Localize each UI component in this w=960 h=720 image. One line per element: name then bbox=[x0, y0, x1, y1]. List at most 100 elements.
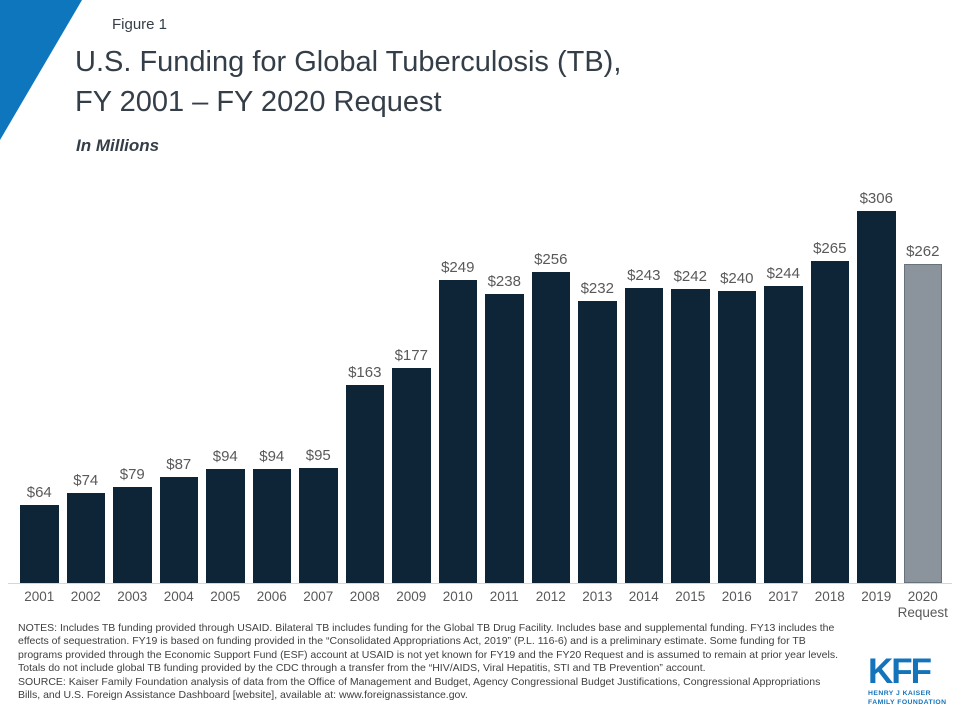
chart-title: U.S. Funding for Global Tuberculosis (TB… bbox=[75, 42, 621, 122]
x-axis-label: 2010 bbox=[442, 589, 473, 604]
bar-value-label: $95 bbox=[305, 447, 331, 464]
bar bbox=[485, 294, 524, 583]
kff-logo-mark: KFF bbox=[868, 652, 932, 691]
bar bbox=[764, 286, 803, 583]
bar-value-label: $94 bbox=[259, 448, 285, 465]
bar-column-2017: $244 2017 bbox=[764, 265, 803, 604]
bar-value-label: $242 bbox=[673, 268, 707, 285]
x-axis-label: 2008 bbox=[349, 589, 380, 604]
bar bbox=[206, 469, 245, 583]
bar-column-2013: $232 2013 bbox=[578, 280, 617, 604]
bar-column-2010: $249 2010 bbox=[438, 259, 477, 604]
bar-column-2009: $177 2009 bbox=[392, 347, 431, 604]
kff-corner-accent-triangle bbox=[0, 0, 82, 140]
bar-column-2019: $306 2019 bbox=[857, 190, 896, 604]
bar bbox=[345, 385, 384, 583]
bar-column-2018: $265 2018 bbox=[810, 240, 849, 604]
bar-value-label: $163 bbox=[348, 364, 382, 381]
bar-chart: $64 2001 $74 2002 $79 2003 $87 2004 $94 2005 $94 20… bbox=[20, 180, 948, 620]
bar-value-label: $177 bbox=[394, 347, 428, 364]
bar-column-2012: $256 2012 bbox=[531, 251, 570, 604]
kff-logo: KFF HENRY J KAISER FAMILY FOUNDATION bbox=[868, 652, 946, 707]
x-axis-label: 2017 bbox=[768, 589, 799, 604]
bar bbox=[810, 261, 849, 583]
bar-column-2011: $238 2011 bbox=[485, 273, 524, 604]
kff-tagline-line2: FAMILY FOUNDATION bbox=[868, 698, 947, 706]
x-axis-label: 2001 bbox=[24, 589, 55, 604]
bar bbox=[20, 505, 59, 583]
bar-column-2016: $240 2016 bbox=[717, 270, 756, 604]
bar-column-2004: $87 2004 bbox=[159, 456, 198, 604]
bar bbox=[624, 288, 663, 583]
x-axis-label: 2007 bbox=[303, 589, 334, 604]
bar bbox=[113, 487, 152, 583]
bar-value-label: $244 bbox=[766, 265, 800, 282]
x-axis-label: 2012 bbox=[535, 589, 566, 604]
bar-value-label: $64 bbox=[26, 484, 52, 501]
bar-value-label: $94 bbox=[212, 448, 238, 465]
bar-value-label: $243 bbox=[627, 267, 661, 284]
x-axis-label: 2004 bbox=[163, 589, 194, 604]
x-axis-label: 2014 bbox=[628, 589, 659, 604]
x-axis-label: 2009 bbox=[396, 589, 427, 604]
chart-title-line1: U.S. Funding for Global Tuberculosis (TB… bbox=[75, 46, 622, 78]
chart-title-line2: FY 2001 – FY 2020 Request bbox=[75, 86, 442, 118]
bar-value-label: $262 bbox=[906, 243, 940, 260]
bar-value-label: $232 bbox=[580, 280, 614, 297]
x-axis-label: 2006 bbox=[256, 589, 287, 604]
bar bbox=[578, 301, 617, 583]
bar bbox=[531, 272, 570, 583]
notes-line: Totals do not include global TB funding … bbox=[18, 662, 706, 675]
bar-column-2015: $242 2015 bbox=[671, 268, 710, 604]
source-line: SOURCE: Kaiser Family Foundation analysi… bbox=[18, 675, 821, 688]
kff-tagline-line1: HENRY J KAISER bbox=[868, 690, 931, 697]
notes-and-source-block: NOTES: Includes TB funding provided thro… bbox=[18, 622, 874, 702]
bar bbox=[252, 469, 291, 583]
bar-column-2002: $74 2002 bbox=[66, 472, 105, 604]
bar bbox=[66, 493, 105, 583]
bar-value-label: $238 bbox=[487, 273, 521, 290]
kff-logo-tagline: HENRY J KAISER FAMILY FOUNDATION bbox=[868, 690, 946, 707]
bar-column-2007: $95 2007 bbox=[299, 447, 338, 604]
bar-value-label: $256 bbox=[534, 251, 568, 268]
x-axis-label: 2005 bbox=[210, 589, 241, 604]
x-axis-label: 2011 bbox=[489, 589, 519, 604]
x-axis-label: 2015 bbox=[675, 589, 706, 604]
bar-value-label: $74 bbox=[73, 472, 99, 489]
chart-subtitle-units: In Millions bbox=[76, 136, 160, 155]
x-axis-label: 2019 bbox=[861, 589, 892, 604]
notes-line: effects of sequestration. FY19 is based … bbox=[18, 635, 806, 648]
bar bbox=[671, 289, 710, 583]
bar-column-2020-request: $262 2020 Request bbox=[898, 243, 948, 620]
bar-column-2008: $163 2008 bbox=[345, 364, 384, 604]
bar-value-label: $87 bbox=[166, 456, 192, 473]
bar bbox=[299, 468, 338, 583]
x-axis-label: 2020 Request bbox=[897, 589, 948, 620]
bar-value-label: $240 bbox=[720, 270, 754, 287]
notes-line: NOTES: Includes TB funding provided thro… bbox=[18, 622, 835, 634]
bar-value-label: $249 bbox=[441, 259, 475, 276]
bar-column-2006: $94 2006 bbox=[252, 448, 291, 604]
x-axis-label: 2002 bbox=[70, 589, 101, 604]
bar bbox=[392, 368, 431, 583]
bar bbox=[717, 291, 756, 583]
bar-column-2014: $243 2014 bbox=[624, 267, 663, 604]
bar-value-label: $265 bbox=[813, 240, 847, 257]
bar-value-label: $79 bbox=[119, 466, 145, 483]
bar-value-label: $306 bbox=[859, 190, 893, 207]
bar-column-2003: $79 2003 bbox=[113, 466, 152, 604]
bar bbox=[903, 264, 942, 583]
bar bbox=[159, 477, 198, 583]
bar-column-2001: $64 2001 bbox=[20, 484, 59, 604]
bar bbox=[438, 280, 477, 583]
bar bbox=[857, 211, 896, 583]
x-axis-label: 2003 bbox=[117, 589, 148, 604]
x-axis-label: 2013 bbox=[582, 589, 613, 604]
x-axis-label: 2018 bbox=[814, 589, 845, 604]
source-line: Bills, and U.S. Foreign Assistance Dashb… bbox=[18, 689, 468, 702]
bar-column-2005: $94 2005 bbox=[206, 448, 245, 604]
x-axis-baseline bbox=[8, 583, 952, 584]
notes-line: programs provided through the Economic S… bbox=[18, 648, 838, 661]
figure-number-label: Figure 1 bbox=[112, 16, 168, 33]
